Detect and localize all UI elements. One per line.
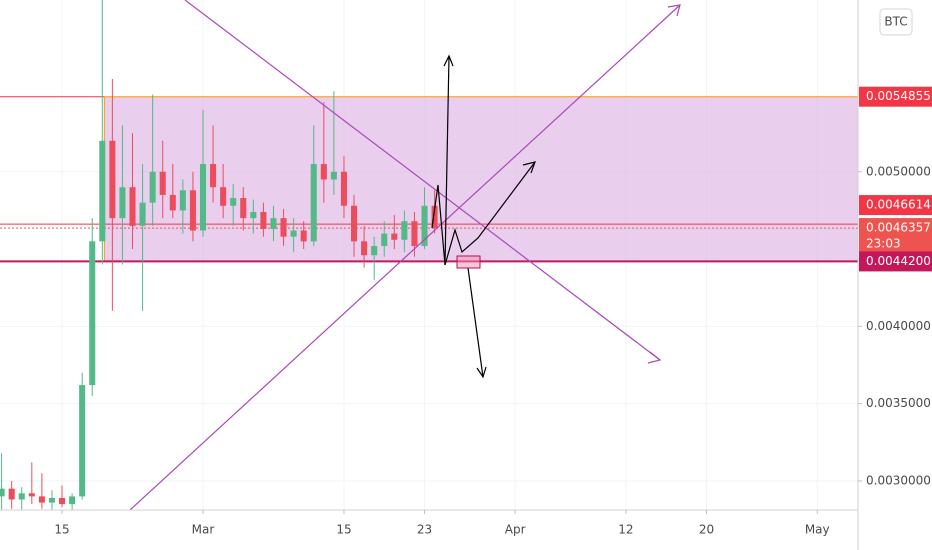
candle-body [59,497,66,505]
arrow-head [443,54,454,67]
candle-body [69,496,76,505]
candle-body [169,194,176,211]
candle-body [351,205,358,242]
arrow-head [522,161,536,174]
price-label-box [859,251,932,272]
countdown-label: 23:03 [866,237,901,251]
candle-body [119,187,126,219]
candle-body [0,488,5,497]
time-axis-panel [0,510,858,550]
y-tick-label: 0.0035000 [866,396,931,410]
candle-body [139,202,146,226]
candle-body [28,493,35,497]
symbol-badge [879,8,913,36]
price-label-box [859,218,932,255]
x-tick-label: 12 [618,523,633,537]
price-label: 0.0044200 [866,254,931,268]
drawings [129,0,681,511]
arrow-head [667,4,681,17]
candle-body [411,221,418,246]
projection-path [444,55,450,266]
candle-body [149,171,156,203]
price-label: 0.0054855 [866,89,931,103]
price-label: 0.0046614 [866,198,931,212]
zone-box [104,96,859,262]
candle-body [199,164,207,231]
candles [0,0,438,512]
candle-body [401,221,408,240]
candle-body [210,164,217,188]
candle-body [109,140,116,219]
candle-body [391,233,398,240]
candle-body [240,198,247,219]
candle-body [300,230,307,242]
candle-body [431,205,438,229]
price-axis-panel [858,0,932,550]
candle-body [18,493,25,500]
candle-body [220,187,227,206]
x-tick-label: May [805,523,830,537]
candle-body [179,190,186,211]
candle-body [189,190,196,231]
candle-body [280,218,287,237]
trend-line [129,4,681,511]
arrow-head [476,366,487,379]
x-tick-label: 23 [417,523,432,537]
candle-body [99,140,106,242]
price-label-box [859,195,932,216]
axes: 0.0030000 0.0035000 0.0040000 0.0050000 15 Ma… [54,86,932,537]
candle-body [421,205,428,246]
x-tick-label: 15 [336,523,351,537]
y-tick-label: 0.0050000 [866,164,931,178]
candle-body [381,233,388,246]
price-label: 0.0046357 [866,221,931,235]
candle-body [371,245,378,256]
candle-body [38,496,45,503]
price-label-box [859,86,932,107]
candle-body [79,385,86,497]
candle-body [361,241,368,256]
x-tick-label: Apr [505,523,526,537]
projection-path [431,161,536,266]
candle-body [290,230,297,237]
y-tick-label: 0.0040000 [866,319,931,333]
candle-body [8,488,15,500]
candle-body [89,241,96,386]
x-tick-label: 15 [54,523,69,537]
target-box [456,255,481,269]
x-tick-label: 20 [699,523,714,537]
candle-body [330,171,337,180]
candle-body [340,171,347,206]
candle-body [159,171,166,195]
candle-body [129,187,136,226]
candle-body [48,497,55,503]
candle-body [260,211,267,229]
candle-body [230,198,237,206]
candle-body [250,211,257,219]
zone-layer [0,96,859,263]
candle-body [310,164,317,242]
arrow-head [647,351,662,364]
trend-line [184,0,661,361]
candle-body [270,218,277,229]
projection-path [467,267,484,378]
y-tick-label: 0.0030000 [866,473,931,487]
symbol-badge-text: BTC [884,15,907,29]
candle-body [320,164,327,180]
x-tick-label: Mar [192,523,215,537]
